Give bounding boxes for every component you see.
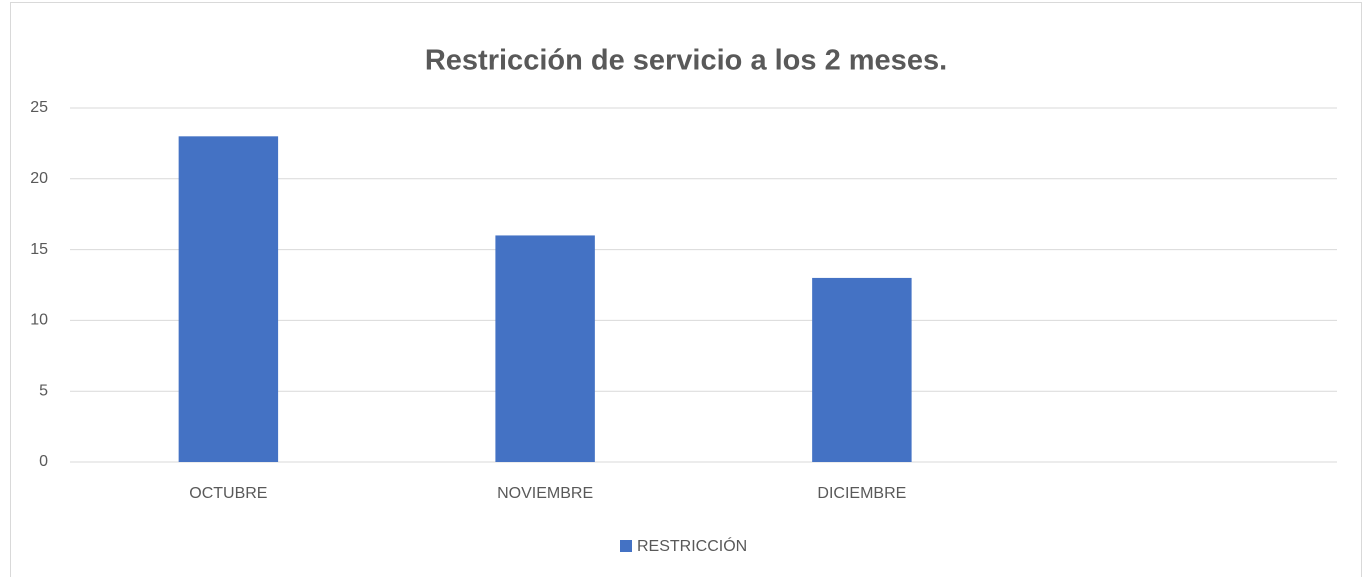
- y-tick-label: 10: [30, 312, 48, 329]
- y-tick-label: 15: [30, 241, 48, 258]
- legend-label: RESTRICCIÓN: [637, 536, 747, 555]
- chart-title: Restricción de servicio a los 2 meses.: [425, 45, 947, 77]
- y-tick-label: 0: [39, 453, 48, 470]
- bar: [178, 136, 279, 462]
- y-tick-label: 25: [30, 99, 48, 116]
- x-tick-label: OCTUBRE: [189, 485, 267, 502]
- legend-swatch: [620, 540, 632, 552]
- x-tick-label: NOVIEMBRE: [497, 485, 593, 502]
- bar: [812, 277, 912, 462]
- x-tick-label: DICIEMBRE: [817, 485, 906, 502]
- y-tick-label: 5: [39, 382, 48, 399]
- y-tick-label: 20: [30, 170, 48, 187]
- bar: [495, 235, 595, 462]
